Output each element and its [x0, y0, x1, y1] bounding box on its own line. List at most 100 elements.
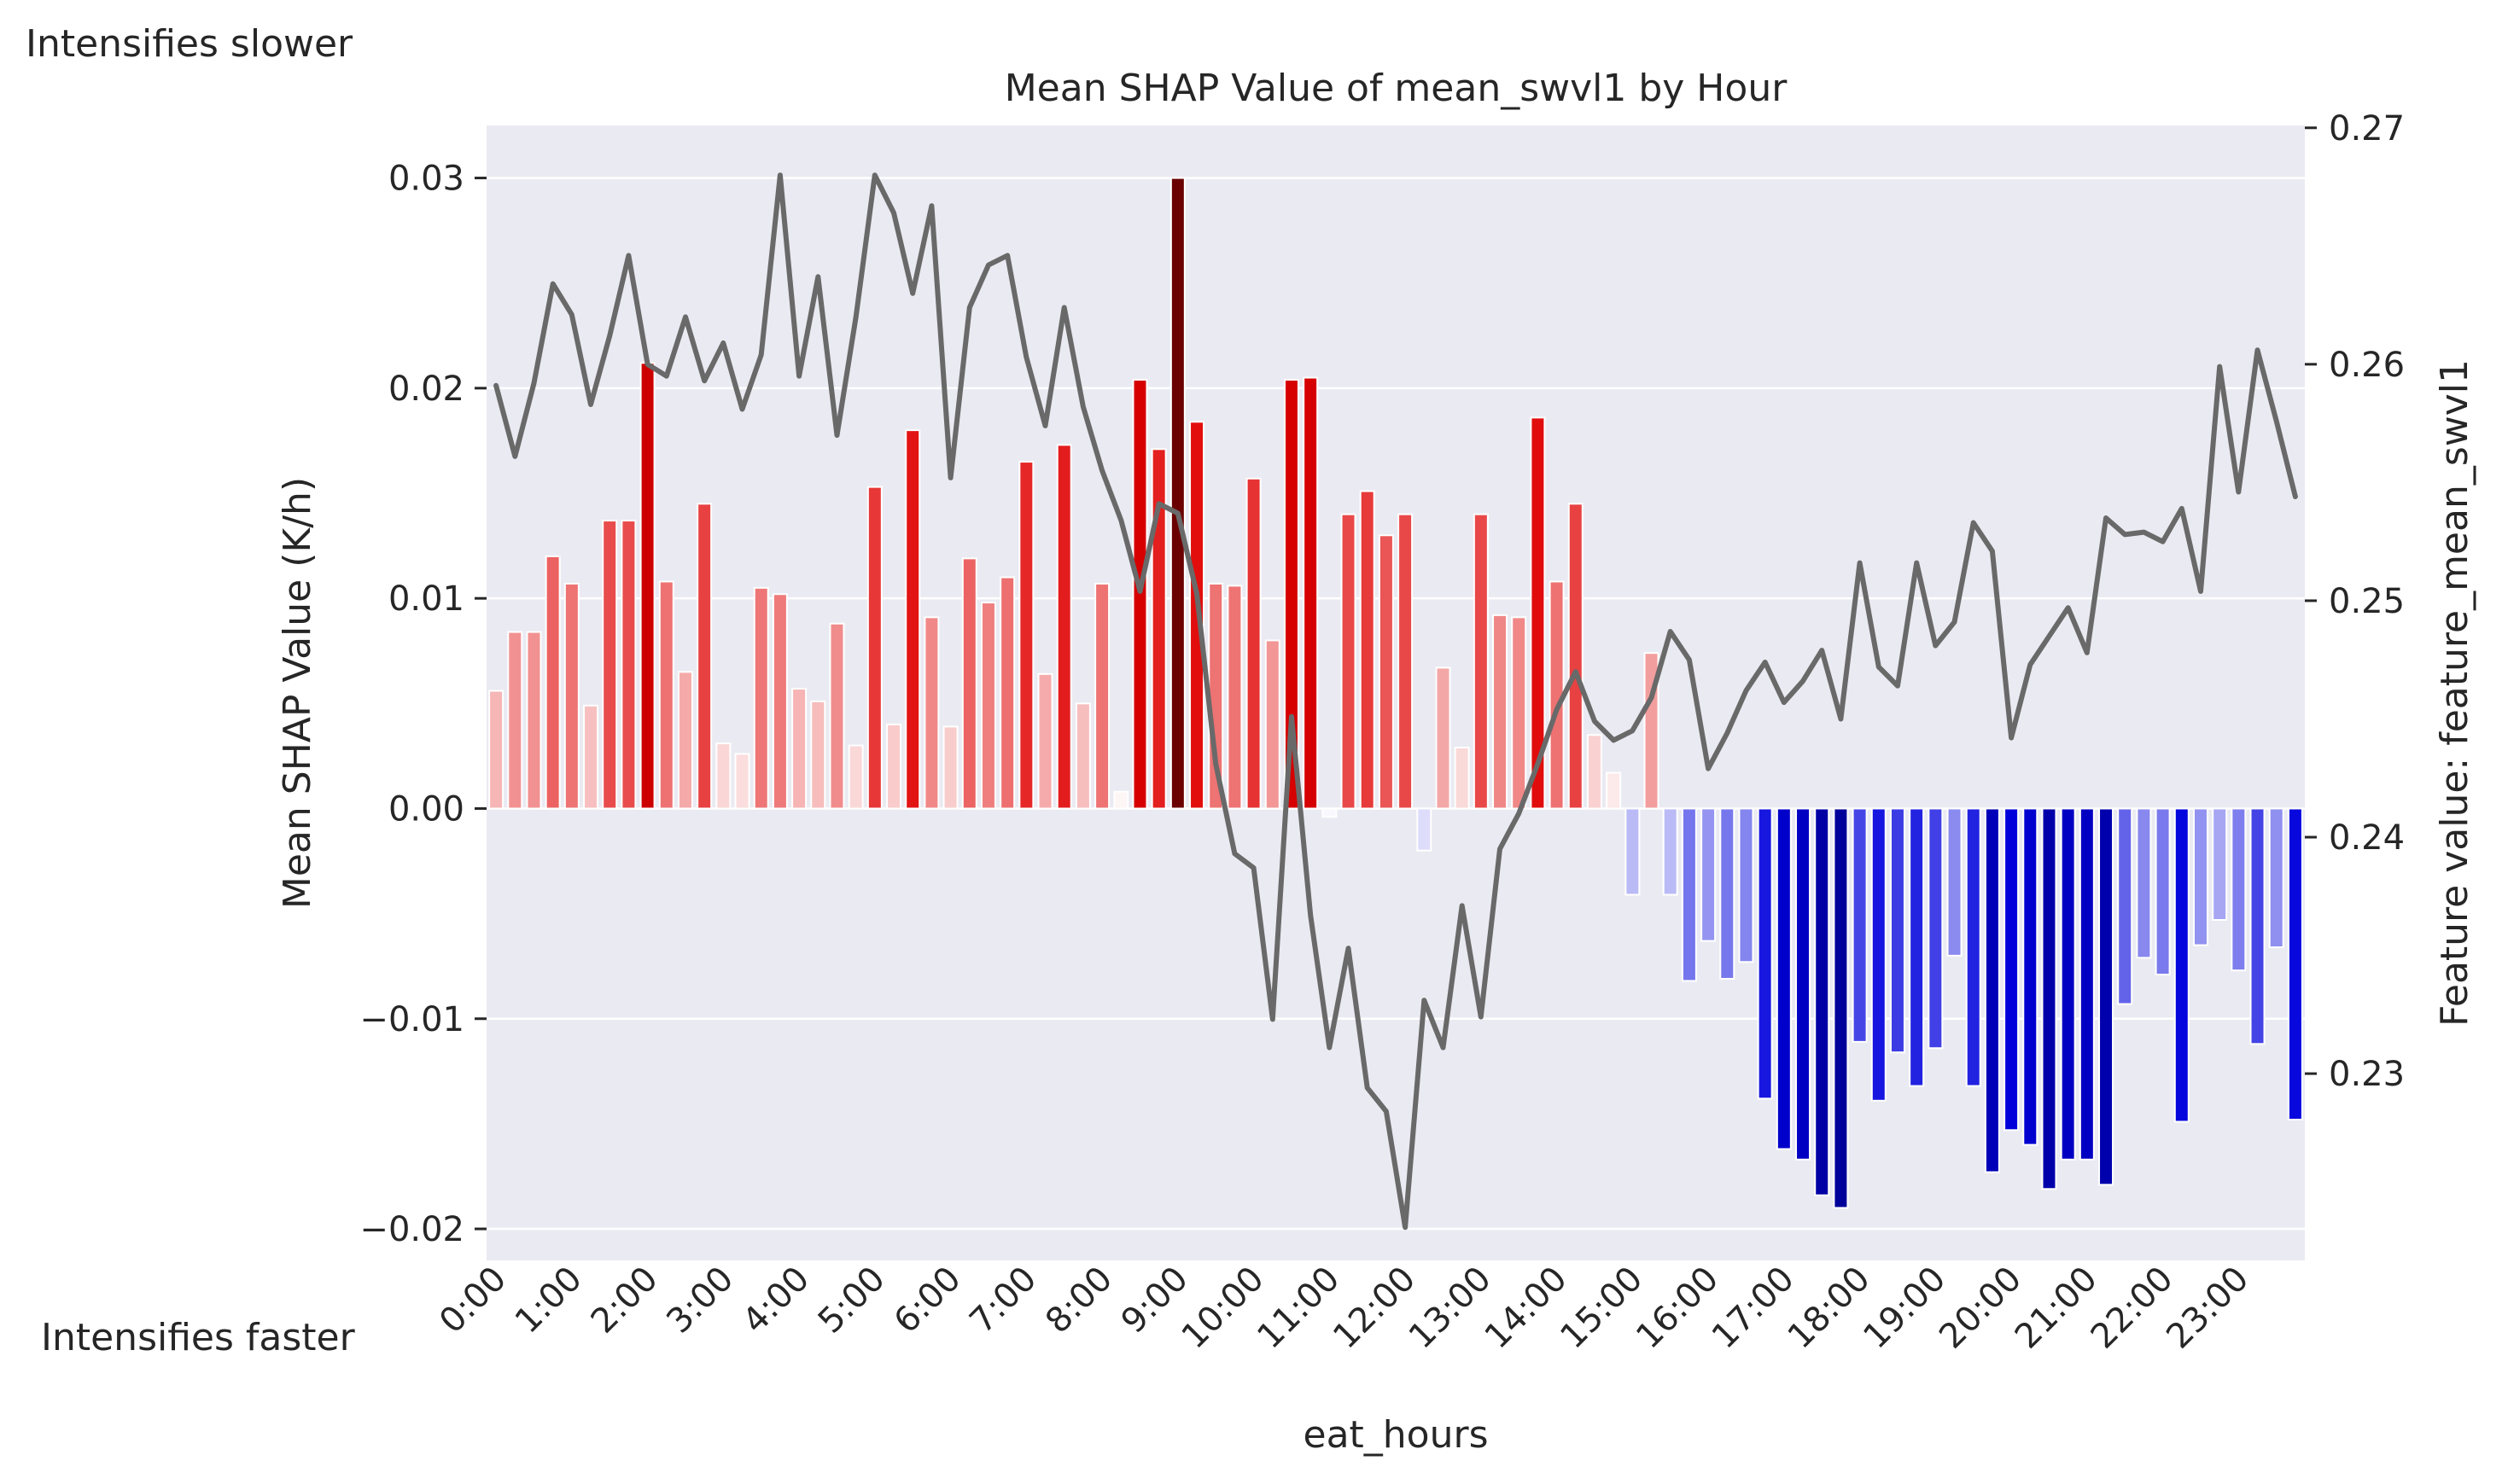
bar: [563, 582, 580, 810]
bar: [1245, 477, 1262, 810]
bar: [1719, 807, 1735, 980]
bar: [829, 622, 845, 810]
bar: [1909, 807, 1925, 1087]
x-tick-label: 14:00: [1478, 1260, 1575, 1357]
plot-area-background: [487, 125, 2305, 1260]
y-tick-label: 0.02: [388, 370, 464, 409]
bar: [1624, 807, 1641, 896]
bar: [1795, 807, 1811, 1161]
x-tick-label: 16:00: [1629, 1260, 1726, 1357]
bar: [715, 742, 732, 810]
bar: [1738, 807, 1754, 963]
annotation-intensifies-slower: Intensifies slower: [26, 22, 353, 66]
bar: [2117, 807, 2133, 1005]
bar: [1606, 771, 1622, 810]
y-tick-label: 0.03: [388, 160, 464, 199]
bar: [1492, 614, 1508, 810]
bar: [2060, 807, 2076, 1161]
bar: [1094, 582, 1111, 810]
feature-line: [493, 172, 2298, 1231]
bar: [1359, 490, 1375, 810]
bar: [1151, 448, 1167, 810]
bar: [1169, 177, 1186, 810]
bar: [1814, 807, 1830, 1196]
bar: [1946, 807, 1963, 957]
bar: [1435, 666, 1451, 810]
x-axis-ticks: 0:001:002:003:004:005:006:007:008:009:00…: [432, 1260, 2256, 1357]
chart-title: Mean SHAP Value of mean_swvl1 by Hour: [1005, 67, 1788, 110]
y-tick-label: 0.00: [388, 789, 464, 829]
bar: [866, 486, 883, 810]
bar: [886, 723, 902, 810]
bar: [1700, 807, 1717, 942]
x-tick-label: 8:00: [1038, 1260, 1120, 1341]
bar: [1018, 461, 1035, 810]
bar: [734, 753, 750, 810]
bar: [2249, 807, 2266, 1045]
bar: [697, 503, 713, 810]
bar: [1283, 379, 1299, 810]
y2-tick-label: 0.24: [2329, 818, 2405, 858]
y2-axis-ticks: 0.23 0.24 0.25 0.26 0.27: [2305, 109, 2405, 1094]
x-tick-label: 12:00: [1326, 1260, 1423, 1357]
bar: [772, 593, 788, 810]
feature-value-line: [493, 172, 2298, 1231]
x-tick-label: 13:00: [1402, 1260, 1499, 1357]
y2-tick-label: 0.27: [2329, 109, 2405, 148]
bar: [1340, 513, 1356, 810]
bar: [1416, 807, 1432, 852]
bar: [1473, 513, 1489, 810]
bar: [1511, 616, 1527, 810]
bar: [791, 688, 808, 810]
bar: [810, 700, 826, 810]
bar: [1586, 734, 1602, 810]
bar: [924, 616, 940, 810]
bar: [1681, 807, 1697, 982]
bar: [1000, 576, 1016, 810]
bar: [1870, 807, 1887, 1102]
x-tick-label: 4:00: [735, 1260, 817, 1341]
bar: [2079, 807, 2095, 1161]
bar: [2192, 807, 2208, 946]
x-tick-label: 21:00: [2008, 1260, 2105, 1357]
bar: [621, 520, 637, 810]
bar: [980, 602, 996, 810]
x-axis-label: eat_hours: [1304, 1413, 1489, 1457]
bar: [2173, 807, 2190, 1123]
bar: [639, 362, 656, 810]
bar: [2287, 807, 2303, 1120]
x-tick-label: 19:00: [1856, 1260, 1953, 1357]
y-axis-ticks: −0.02 −0.01 0.00 0.01 0.02 0.03: [359, 160, 487, 1249]
x-tick-label: 22:00: [2084, 1260, 2181, 1357]
bar: [1056, 444, 1072, 810]
bar: [1321, 807, 1338, 818]
x-tick-label: 3:00: [659, 1260, 741, 1341]
bar: [1113, 790, 1129, 810]
x-tick-label: 18:00: [1781, 1260, 1878, 1357]
x-tick-label: 15:00: [1553, 1260, 1650, 1357]
bar: [488, 690, 505, 810]
bar: [1132, 379, 1148, 810]
bar: [2041, 807, 2057, 1190]
bar: [1454, 747, 1470, 810]
x-tick-label: 0:00: [432, 1260, 514, 1341]
bar: [1397, 513, 1414, 810]
x-tick-label: 2:00: [584, 1260, 666, 1341]
x-tick-label: 11:00: [1250, 1260, 1347, 1357]
bar: [526, 631, 542, 810]
y-tick-label: −0.02: [359, 1210, 464, 1249]
bar: [1264, 639, 1280, 810]
bar: [2136, 807, 2152, 959]
y-tick-label: 0.01: [388, 579, 464, 619]
annotation-intensifies-faster: Intensifies faster: [41, 1316, 356, 1359]
bar: [2268, 807, 2284, 949]
x-tick-label: 5:00: [811, 1260, 893, 1341]
bar: [1757, 807, 1773, 1100]
x-tick-label: 23:00: [2159, 1260, 2256, 1357]
bar: [1303, 376, 1319, 810]
y-axis-label: Mean SHAP Value (K/h): [276, 477, 319, 909]
bar: [1776, 807, 1792, 1150]
bar: [1852, 807, 1868, 1043]
bar: [942, 725, 959, 810]
